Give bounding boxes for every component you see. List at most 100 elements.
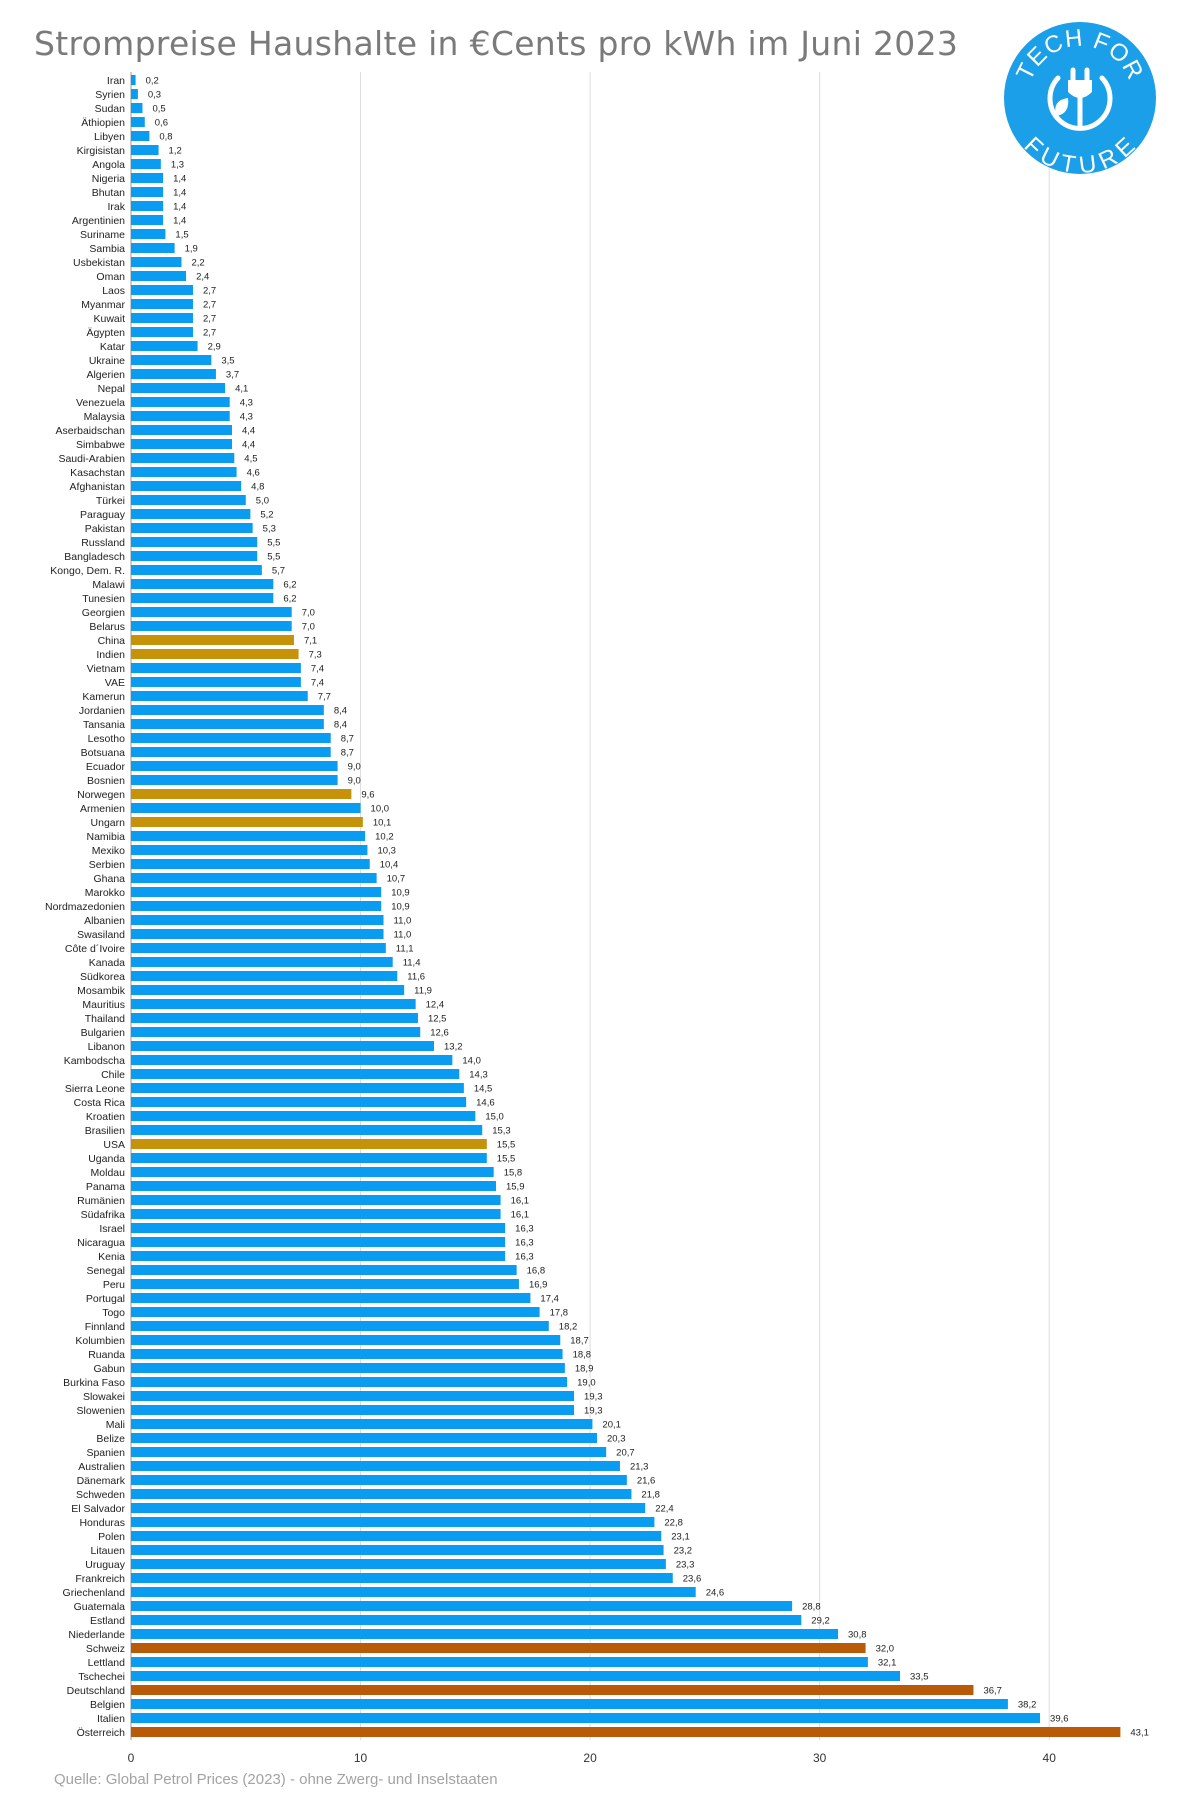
bar (131, 1419, 593, 1429)
value-label: 5,0 (256, 496, 269, 507)
value-label: 1,9 (185, 244, 198, 255)
value-label: 3,5 (221, 356, 234, 367)
bar (131, 145, 159, 155)
category-label: Serbien (89, 859, 125, 871)
x-tick-label: 0 (128, 1751, 135, 1765)
value-label: 6,2 (283, 594, 296, 605)
category-label: Polen (98, 1531, 125, 1543)
bar (131, 1209, 501, 1219)
category-label: Angola (92, 159, 125, 171)
x-axis-ticks: 0 10 20 30 40 (128, 1751, 1057, 1765)
value-label: 23,3 (676, 1560, 695, 1571)
category-label: Panama (86, 1181, 125, 1193)
bar (131, 1503, 646, 1513)
bar (131, 369, 216, 379)
category-label: Ungarn (91, 817, 126, 829)
bar (131, 593, 274, 603)
bar (131, 1475, 627, 1485)
bar (131, 1167, 494, 1177)
x-tick-label: 10 (354, 1751, 368, 1765)
value-label: 4,4 (242, 440, 255, 451)
value-label: 10,9 (391, 888, 410, 899)
bar (131, 1489, 632, 1499)
category-label: Russland (81, 537, 125, 549)
category-label: Kambodscha (64, 1055, 125, 1067)
value-label: 1,4 (173, 174, 186, 185)
category-label: Frankreich (75, 1573, 125, 1585)
category-label: Burkina Faso (63, 1377, 125, 1389)
bar (131, 845, 368, 855)
category-label: Gabun (93, 1363, 125, 1375)
value-label: 18,9 (575, 1364, 594, 1375)
category-label: Algerien (86, 369, 125, 381)
category-label: Niederlande (68, 1629, 125, 1641)
category-labels: Iran Syrien Sudan Äthiopien Libyen Kirgisista… (45, 75, 126, 1739)
category-label: Pakistan (85, 523, 125, 535)
value-label: 0,3 (148, 90, 161, 101)
bar (131, 271, 187, 281)
bar (131, 159, 161, 169)
value-label: 32,0 (876, 1644, 895, 1655)
category-label: Marokko (85, 887, 125, 899)
bar (131, 1657, 868, 1667)
category-label: Aserbaidschan (56, 425, 126, 437)
bar (131, 971, 398, 981)
category-label: Ghana (93, 873, 125, 885)
category-label: Mexiko (92, 845, 125, 857)
category-label: Deutschland (67, 1685, 126, 1697)
value-label: 36,7 (983, 1686, 1002, 1697)
value-label: 10,7 (387, 874, 406, 885)
bar (131, 1265, 517, 1275)
category-label: Kamerun (82, 691, 125, 703)
bar (131, 579, 274, 589)
category-label: Lesotho (88, 733, 126, 745)
bar (131, 565, 262, 575)
category-label: Nordmazedonien (45, 901, 125, 913)
bar (131, 383, 226, 393)
value-label: 8,4 (334, 720, 347, 731)
bar (131, 887, 382, 897)
category-label: Kongo, Dem. R. (50, 565, 125, 577)
value-label: 7,1 (304, 636, 317, 647)
category-label: Honduras (79, 1517, 125, 1529)
bar (131, 285, 193, 295)
value-label: 11,9 (414, 986, 432, 997)
category-label: Sudan (95, 103, 126, 115)
bar (131, 985, 405, 995)
bar (131, 341, 198, 351)
category-label: Schweiz (86, 1643, 125, 1655)
value-label: 12,4 (426, 1000, 445, 1011)
value-label: 5,5 (267, 538, 280, 549)
value-label: 9,0 (348, 762, 361, 773)
value-label: 32,1 (878, 1658, 897, 1669)
category-label: Oman (96, 271, 125, 283)
bar (131, 999, 416, 1009)
value-label: 7,4 (311, 664, 324, 675)
bar (131, 859, 370, 869)
category-label: Bhutan (92, 187, 125, 199)
category-label: Malawi (92, 579, 125, 591)
bar (131, 957, 393, 967)
bar (131, 1195, 501, 1205)
bar (131, 1111, 476, 1121)
bar (131, 1027, 421, 1037)
value-label: 19,3 (584, 1406, 603, 1417)
value-label: 20,3 (607, 1434, 626, 1445)
value-label: 10,9 (391, 902, 410, 913)
value-label: 30,8 (848, 1630, 867, 1641)
bar (131, 89, 138, 99)
category-label: Dänemark (77, 1475, 126, 1487)
category-label: Albanien (84, 915, 125, 927)
bar (131, 1601, 793, 1611)
bar (131, 1643, 866, 1653)
category-label: Griechenland (63, 1587, 126, 1599)
value-label: 14,3 (469, 1070, 488, 1081)
bar (131, 929, 384, 939)
value-label: 21,3 (630, 1462, 649, 1473)
value-label: 10,0 (371, 804, 390, 815)
bar (131, 201, 164, 211)
category-label: Türkei (96, 495, 125, 507)
category-label: Norwegen (77, 789, 125, 801)
value-label: 0,6 (155, 118, 168, 129)
value-label: 7,3 (309, 650, 322, 661)
